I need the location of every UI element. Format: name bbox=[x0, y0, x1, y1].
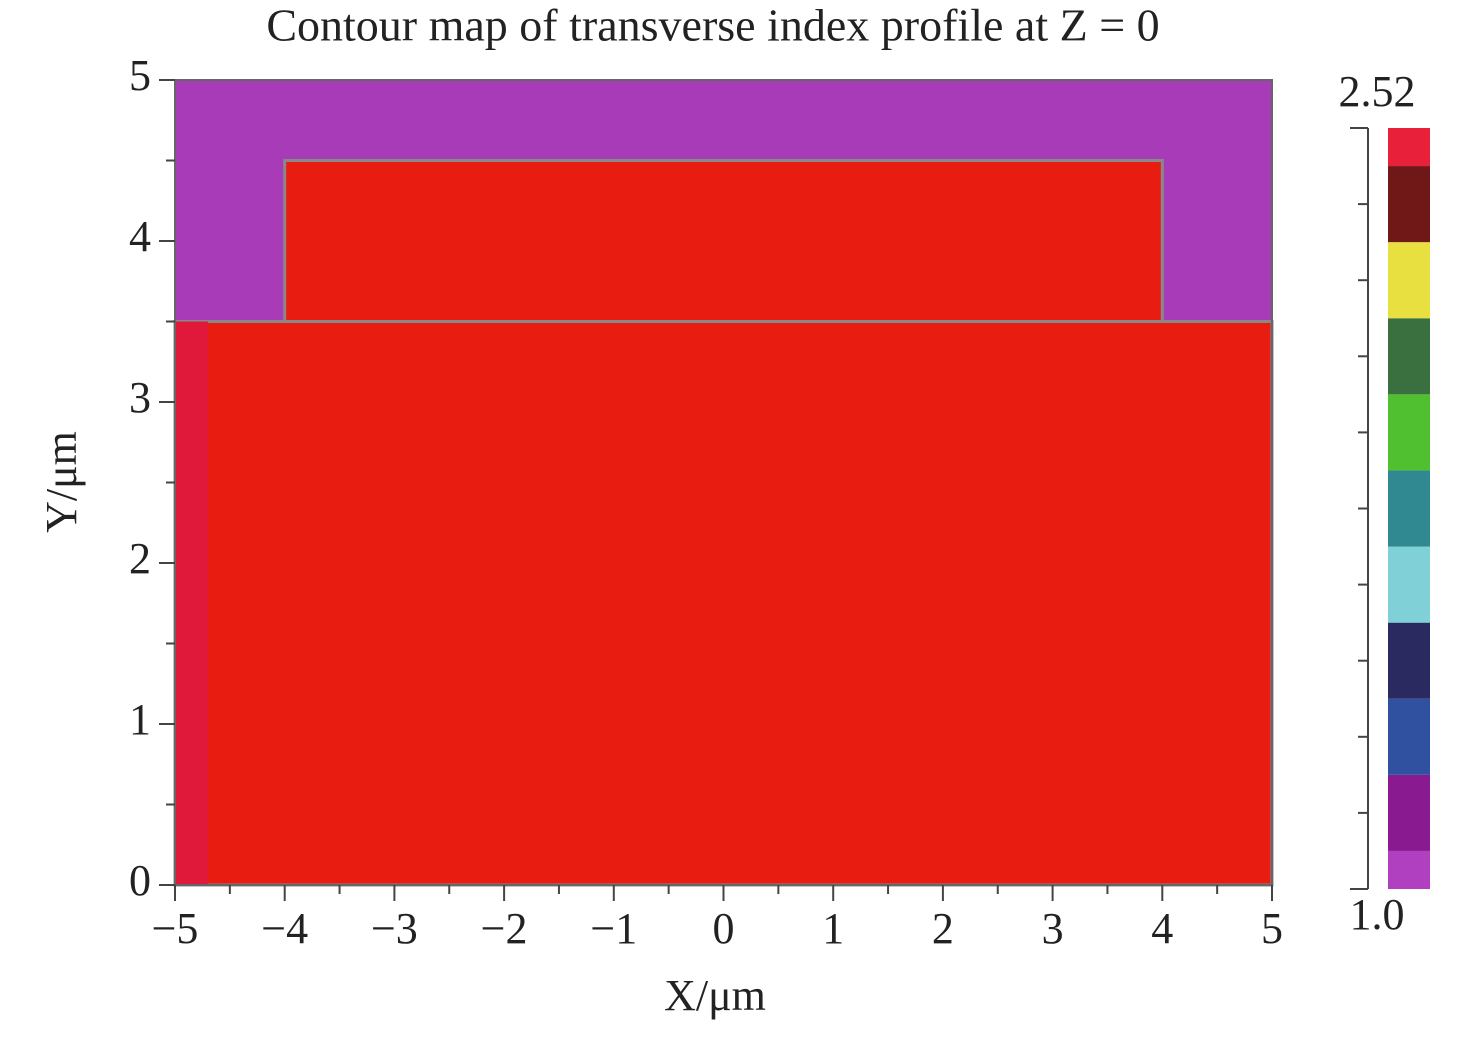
x-axis-label: X/μm bbox=[664, 971, 766, 1020]
x-tick-label: −1 bbox=[590, 904, 637, 953]
y-tick-label: 0 bbox=[129, 856, 151, 905]
y-tick-label: 5 bbox=[129, 51, 151, 100]
x-tick-label: 3 bbox=[1042, 904, 1064, 953]
x-tick-label: 1 bbox=[822, 904, 844, 953]
colorbar-band bbox=[1388, 128, 1430, 167]
chart-title: Contour map of transverse index profile … bbox=[266, 0, 1159, 51]
region bbox=[283, 159, 1164, 323]
colorbar-band bbox=[1388, 242, 1430, 319]
x-tick-label: 2 bbox=[932, 904, 954, 953]
colorbar-band bbox=[1388, 394, 1430, 471]
colorbar-band bbox=[1388, 546, 1430, 623]
region bbox=[175, 321, 208, 885]
x-tick-label: −5 bbox=[152, 904, 199, 953]
colorbar-tick-label: 2.52 bbox=[1339, 67, 1416, 116]
x-tick-label: 4 bbox=[1151, 904, 1173, 953]
y-tick-label: 3 bbox=[129, 373, 151, 422]
y-axis-label: Y/μm bbox=[37, 431, 86, 533]
region bbox=[173, 320, 1274, 887]
y-tick-label: 1 bbox=[129, 695, 151, 744]
x-tick-label: −2 bbox=[481, 904, 528, 953]
colorbar-tick-label: 1.0 bbox=[1350, 890, 1405, 939]
colorbar-band bbox=[1388, 698, 1430, 775]
colorbar-band bbox=[1388, 850, 1430, 889]
colorbar-band bbox=[1388, 318, 1430, 395]
x-tick-label: 5 bbox=[1261, 904, 1283, 953]
x-tick-label: −4 bbox=[261, 904, 308, 953]
y-tick-label: 4 bbox=[129, 212, 151, 261]
colorbar-band bbox=[1388, 470, 1430, 547]
colorbar-band bbox=[1388, 166, 1430, 243]
colorbar-band bbox=[1388, 774, 1430, 851]
x-tick-label: −3 bbox=[371, 904, 418, 953]
colorbar-band bbox=[1388, 622, 1430, 699]
y-tick-label: 2 bbox=[129, 534, 151, 583]
x-tick-label: 0 bbox=[713, 904, 735, 953]
